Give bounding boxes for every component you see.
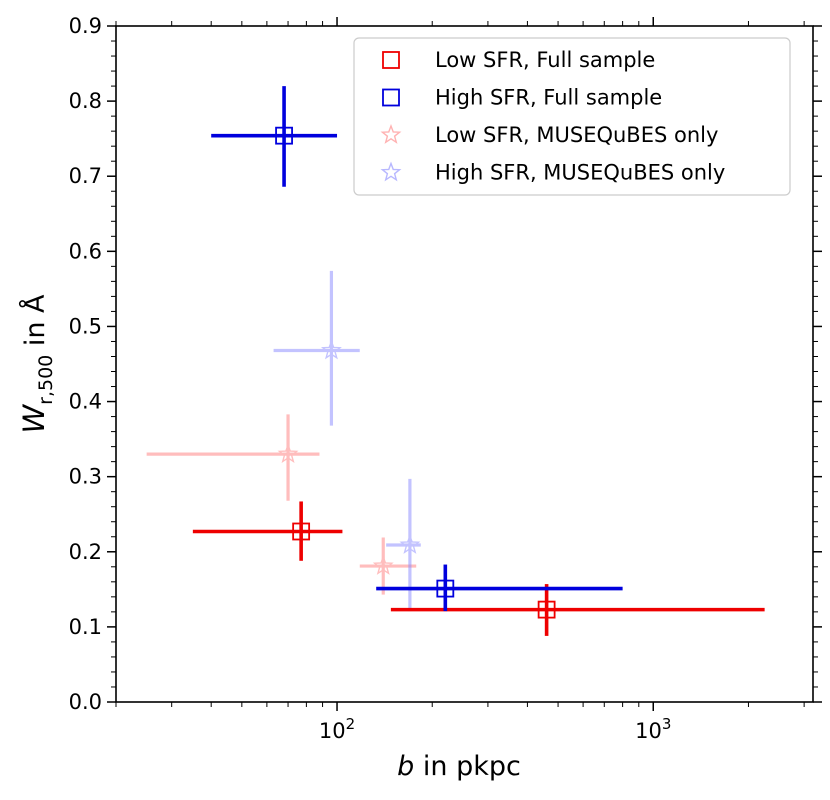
legend-marker-0 [382, 51, 400, 69]
marker-bg [539, 602, 555, 618]
series-0 [192, 501, 765, 636]
y-axis-label-sub: r,500 [35, 355, 57, 405]
legend-box [353, 37, 791, 196]
data-point [277, 443, 299, 464]
data-point [399, 534, 421, 554]
legend-marker-2 [380, 124, 402, 144]
y-tick-label: 0.3 [69, 465, 102, 489]
y-tick-label: 0.8 [69, 89, 102, 113]
y-tick-label: 0.1 [69, 615, 102, 639]
y-tick-label: 0.6 [69, 239, 102, 263]
legend-label: Low SFR, MUSEQuBES only [435, 123, 718, 147]
y-tick-label: 0.7 [69, 164, 102, 188]
x-axis-label: b in pkpc [397, 751, 521, 782]
x-tick-label-exp: 3 [662, 715, 672, 733]
y-tick-label: 0.9 [69, 14, 102, 38]
y-tick-label: 0.0 [69, 690, 102, 714]
x-axis-label-unit: in pkpc [414, 751, 521, 782]
y-axis-label: Wr,500 in Å [17, 294, 57, 434]
data-point [436, 579, 455, 598]
x-axis-label-var: b [397, 751, 414, 782]
data-point [537, 600, 556, 619]
legend-marker [380, 124, 402, 144]
series-2 [146, 414, 417, 595]
x-tick-label: 103 [635, 715, 671, 743]
x-tick-label-exp: 2 [346, 715, 356, 733]
data-point [292, 522, 311, 541]
legend-marker-1 [382, 88, 400, 107]
plot-frame [115, 25, 814, 703]
data-point [320, 339, 342, 360]
y-tick-label: 0.2 [69, 540, 102, 564]
legend-label: High SFR, MUSEQuBES only [435, 161, 725, 185]
legend: Low SFR, Full sample High SFR, Full sampl… [353, 37, 791, 196]
legend-marker [380, 161, 402, 182]
series-layer [146, 86, 765, 636]
legend-marker-3 [380, 161, 402, 182]
legend-label: Low SFR, Full sample [435, 48, 655, 72]
legend-marker [382, 88, 400, 107]
marker-bg [293, 523, 309, 539]
marker-bg [276, 128, 292, 144]
x-tick-label-base: 10 [635, 719, 662, 743]
series-1 [211, 86, 623, 612]
y-axis-label-var: W [17, 404, 51, 434]
x-tick-label: 102 [319, 715, 355, 743]
x-tick-label-base: 10 [319, 719, 346, 743]
data-point [275, 126, 293, 145]
y-tick-label: 0.5 [69, 314, 102, 338]
y-tick-label: 0.4 [69, 390, 102, 414]
legend-label: High SFR, Full sample [435, 86, 662, 110]
y-axis-label-unit: in Å [19, 294, 51, 355]
marker-bg [437, 581, 453, 597]
data-point [372, 555, 394, 575]
legend-marker [382, 51, 400, 69]
